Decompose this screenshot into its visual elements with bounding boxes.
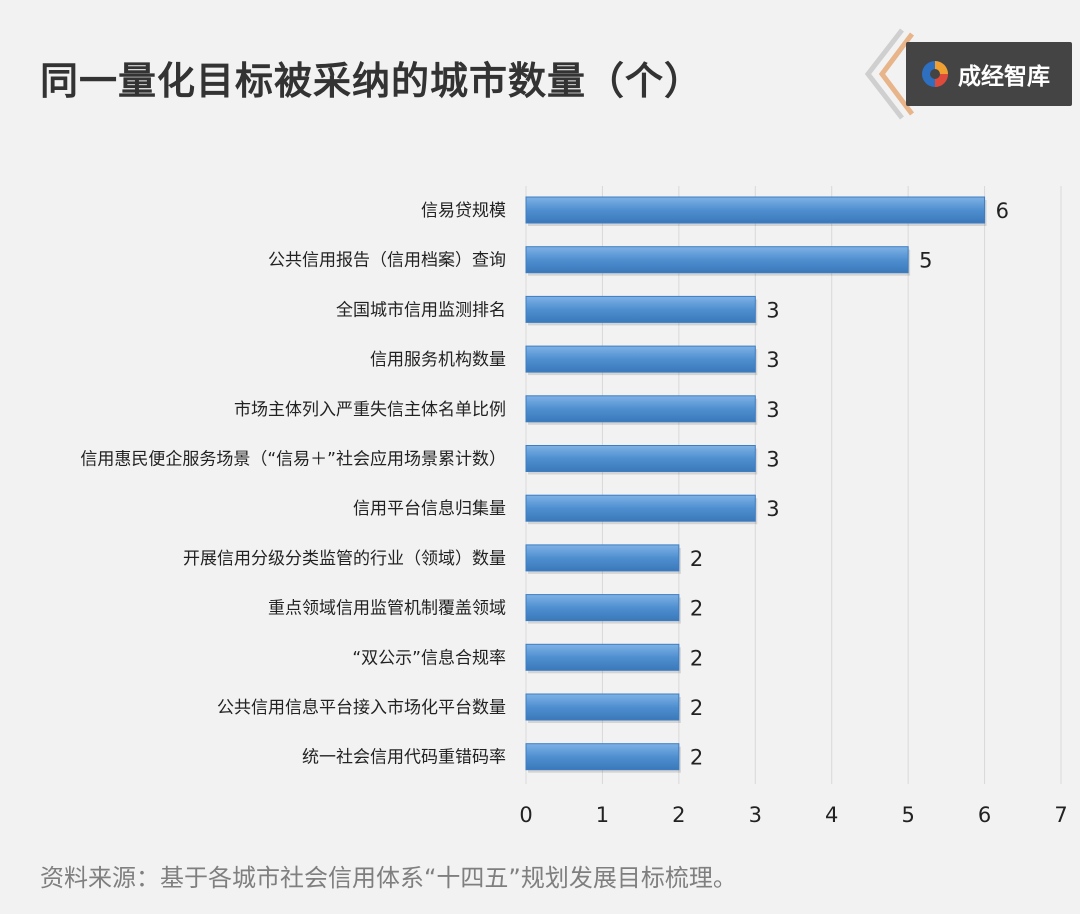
category-label: 统一社会信用代码重错码率 [302,748,506,768]
value-label: 2 [690,597,703,621]
category-label: “双公示”信息合规率 [352,648,506,668]
bar [525,445,756,472]
swirl-logo-icon [922,61,948,87]
value-label: 5 [919,249,932,273]
x-tick-label: 4 [825,803,838,827]
logo-text: 成经智库 [958,64,1050,90]
brand-logo: 成经智库 [862,28,1074,120]
value-label: 2 [690,646,703,670]
bar [525,395,756,423]
value-label: 3 [766,398,779,422]
category-label: 信用平台信息归集量 [353,499,506,519]
value-label: 3 [766,348,779,372]
category-label: 开展信用分级分类监管的行业（领域）数量 [183,549,506,569]
x-tick-label: 7 [1054,803,1067,827]
value-label: 2 [690,547,703,571]
x-tick-label: 6 [978,803,991,827]
bar [525,345,756,373]
bar-chart: 信易贷规模 6 公共信用报告（信用档案）查询 5 全国城市信用监测排名 3 信用服务机构数量… [80,186,1068,827]
category-label: 信用服务机构数量 [370,350,506,370]
value-label: 2 [690,746,703,770]
chevron-decoration-icon [864,28,914,120]
page-title: 同一量化目标被采纳的城市数量（个） [40,59,704,103]
x-tick-label: 0 [519,803,532,827]
bar [525,693,680,721]
category-label: 重点领域信用监管机制覆盖领域 [268,599,506,619]
bar [525,643,680,671]
category-label: 信用惠民便企服务场景（“信易＋”社会应用场景累计数） [80,450,506,470]
value-label: 3 [766,298,779,322]
category-label: 市场主体列入严重失信主体名单比例 [234,400,506,420]
bar [525,743,680,771]
value-label: 6 [996,199,1009,223]
category-label: 公共信用报告（信用档案）查询 [268,251,506,271]
category-label: 信易贷规模 [421,201,506,221]
x-tick-label: 2 [672,803,685,827]
value-label: 3 [766,448,779,472]
bar [525,594,680,622]
category-label: 公共信用信息平台接入市场化平台数量 [217,698,506,718]
value-label: 2 [690,696,703,720]
bar [525,544,680,572]
category-label: 全国城市信用监测排名 [336,300,506,320]
bar [525,494,756,522]
x-tick-label: 1 [596,803,609,827]
bar [525,295,756,323]
x-tick-label: 5 [901,803,914,827]
value-label: 3 [766,497,779,521]
bar [525,196,986,224]
bar [525,246,909,274]
source-note: 资料来源：基于各城市社会信用体系“十四五”规划发展目标梳理。 [40,864,737,892]
logo-box: 成经智库 [906,42,1072,106]
x-tick-label: 3 [749,803,762,827]
